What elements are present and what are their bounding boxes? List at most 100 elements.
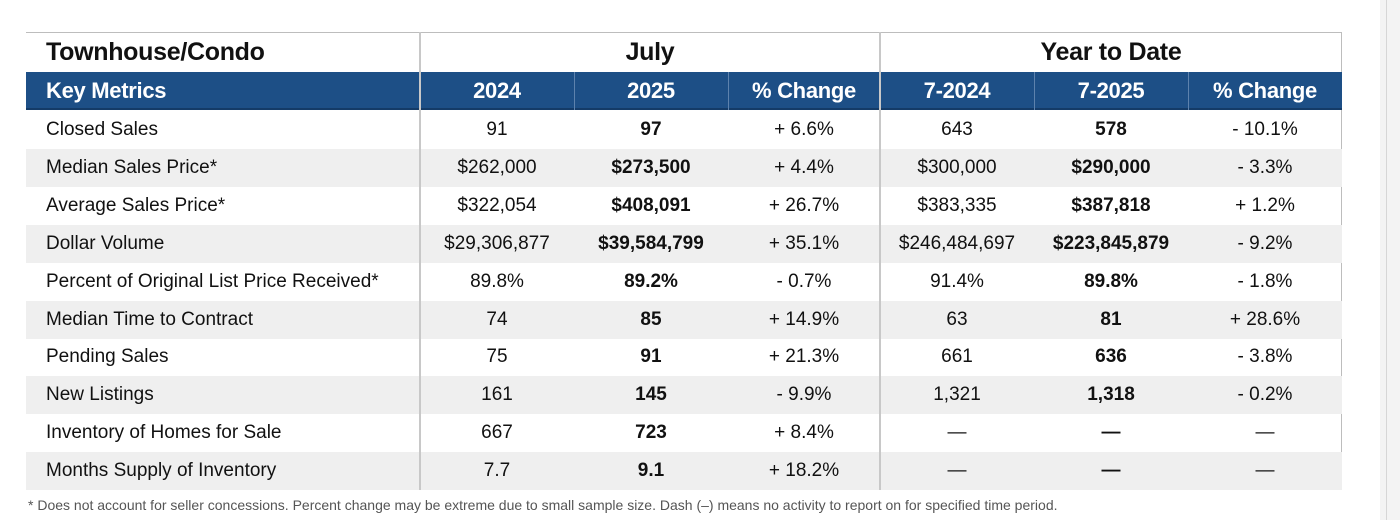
cell-2025: 145	[635, 384, 667, 406]
cell-ytd-pct-change: + 28.6%	[1229, 308, 1301, 330]
cell-july-pct-change: + 21.3%	[768, 346, 840, 368]
column-header-2024: 2024	[473, 78, 521, 103]
cell-2025: 723	[635, 422, 667, 444]
cell-july-pct-change: - 0.7%	[776, 270, 832, 292]
cell-2024: 74	[486, 308, 508, 330]
table-row: Inventory of Homes for Sale 667 723 + 8.4% —…	[26, 414, 1342, 452]
cell-ytd-2024: —	[947, 460, 967, 482]
cell-ytd-pct-change: - 0.2%	[1237, 384, 1293, 406]
cell-ytd-2025: 636	[1095, 346, 1127, 368]
group-header-july: July	[625, 37, 675, 66]
metric-label: Average Sales Price*	[46, 194, 226, 216]
header-separator	[1034, 72, 1035, 110]
cell-ytd-pct-change: + 1.2%	[1235, 194, 1295, 216]
cell-2025: 97	[640, 119, 662, 140]
cell-2025: 85	[640, 308, 662, 330]
metric-label: Pending Sales	[46, 346, 169, 368]
cell-july-pct-change: + 6.6%	[774, 119, 834, 140]
cell-ytd-pct-change: - 1.8%	[1237, 270, 1293, 292]
window-edge	[1380, 0, 1400, 520]
cell-ytd-2024: 643	[941, 119, 973, 140]
header-separator	[1188, 72, 1189, 110]
table-row: Dollar Volume $29,306,877 $39,584,799 + 35.…	[26, 224, 1342, 263]
cell-ytd-2024: 1,321	[933, 384, 981, 406]
cell-2024: $29,306,877	[444, 232, 550, 254]
cell-july-pct-change: + 14.9%	[768, 308, 840, 330]
metric-label: Median Sales Price*	[46, 156, 218, 178]
cell-ytd-2024: 91.4%	[930, 270, 984, 292]
cell-ytd-2025: —	[1101, 422, 1121, 444]
cell-ytd-2025: $290,000	[1071, 156, 1151, 178]
cell-ytd-2025: 1,318	[1087, 384, 1135, 406]
divider-ytd	[879, 32, 881, 490]
cell-july-pct-change: - 9.9%	[776, 384, 832, 406]
cell-2025: $408,091	[611, 194, 691, 216]
cell-ytd-2025: 81	[1100, 308, 1122, 330]
table-title: Townhouse/Condo	[46, 37, 265, 66]
cell-2024: 91	[486, 119, 508, 140]
cell-2024: $262,000	[457, 156, 537, 178]
cell-ytd-2024: $246,484,697	[898, 232, 1016, 254]
cell-ytd-2024: 661	[941, 346, 973, 368]
column-header-bar	[26, 72, 1342, 110]
cell-2024: 89.8%	[470, 270, 524, 292]
table-row: New Listings 161 145 - 9.9% 1,321 1,318 - 0.2%	[26, 376, 1342, 415]
header-separator	[728, 72, 729, 110]
cell-2024: $322,054	[457, 194, 537, 216]
cell-july-pct-change: + 26.7%	[768, 194, 840, 216]
metric-label: Closed Sales	[46, 119, 158, 140]
metric-label: Months Supply of Inventory	[46, 460, 277, 482]
table-row: Closed Sales 91 97 + 6.6% 643 578 - 10.1%	[26, 111, 1342, 149]
cell-ytd-2025: —	[1101, 460, 1121, 482]
metric-label: Percent of Original List Price Received*	[46, 270, 379, 292]
table-row: Average Sales Price* $322,054 $408,091 + 26…	[26, 187, 1342, 225]
cell-ytd-2025: $387,818	[1071, 194, 1151, 216]
cell-ytd-pct-change: - 10.1%	[1232, 119, 1298, 140]
cell-ytd-pct-change: —	[1255, 422, 1275, 444]
cell-july-pct-change: + 4.4%	[774, 156, 834, 178]
group-header-ytd: Year to Date	[1040, 37, 1182, 66]
table-row: Months Supply of Inventory 7.7 9.1 + 18.2% —…	[26, 452, 1342, 491]
cell-ytd-2024: $300,000	[917, 156, 997, 178]
column-header-ytd-pct-change: % Change	[1213, 78, 1317, 103]
footnote: * Does not account for seller concession…	[28, 497, 1058, 513]
table-row: Median Sales Price* $262,000 $273,500 + 4.4…	[26, 148, 1342, 187]
table-row: Pending Sales 75 91 + 21.3% 661 636 - 3.8%	[26, 338, 1342, 376]
header-separator	[574, 72, 575, 110]
cell-2024: 75	[486, 346, 508, 368]
cell-ytd-2024: —	[947, 422, 967, 444]
column-header-ytd-2025: 7-2025	[1077, 78, 1145, 103]
cell-2024: 161	[481, 384, 513, 406]
cell-2024: 667	[481, 422, 513, 444]
cell-ytd-pct-change: - 3.3%	[1237, 156, 1293, 178]
cell-2025: 9.1	[637, 460, 665, 482]
table-row: Median Time to Contract 74 85 + 14.9% 63 81 + …	[26, 300, 1342, 339]
column-header-ytd-2024: 7-2024	[923, 78, 991, 103]
cell-2025: 89.2%	[624, 270, 678, 292]
cell-ytd-2024: $383,335	[917, 194, 997, 216]
cell-ytd-pct-change: - 3.8%	[1237, 346, 1293, 368]
cell-july-pct-change: + 35.1%	[768, 232, 840, 254]
cell-ytd-2024: 63	[946, 308, 968, 330]
cell-ytd-2025: 578	[1095, 119, 1127, 140]
window-edge-line	[1386, 0, 1387, 520]
column-header-2025: 2025	[627, 78, 675, 103]
table-row: Percent of Original List Price Received*…	[26, 263, 1342, 301]
cell-july-pct-change: + 18.2%	[768, 460, 840, 482]
divider-july	[419, 32, 421, 490]
metric-label: Inventory of Homes for Sale	[46, 422, 282, 444]
cell-2024: 7.7	[483, 460, 511, 482]
cell-2025: $39,584,799	[598, 232, 704, 254]
metric-label: Dollar Volume	[46, 232, 165, 254]
column-header-key-metrics: Key Metrics	[46, 78, 167, 103]
cell-ytd-2025: 89.8%	[1084, 270, 1138, 292]
metric-label: Median Time to Contract	[46, 308, 253, 330]
cell-2025: 91	[640, 346, 662, 368]
cell-ytd-2025: $223,845,879	[1052, 232, 1170, 254]
cell-ytd-pct-change: - 9.2%	[1237, 232, 1293, 254]
cell-2025: $273,500	[611, 156, 691, 178]
cell-ytd-pct-change: —	[1255, 460, 1275, 482]
cell-july-pct-change: + 8.4%	[774, 422, 834, 444]
column-header-july-pct-change: % Change	[752, 78, 856, 103]
metric-label: New Listings	[46, 384, 154, 406]
